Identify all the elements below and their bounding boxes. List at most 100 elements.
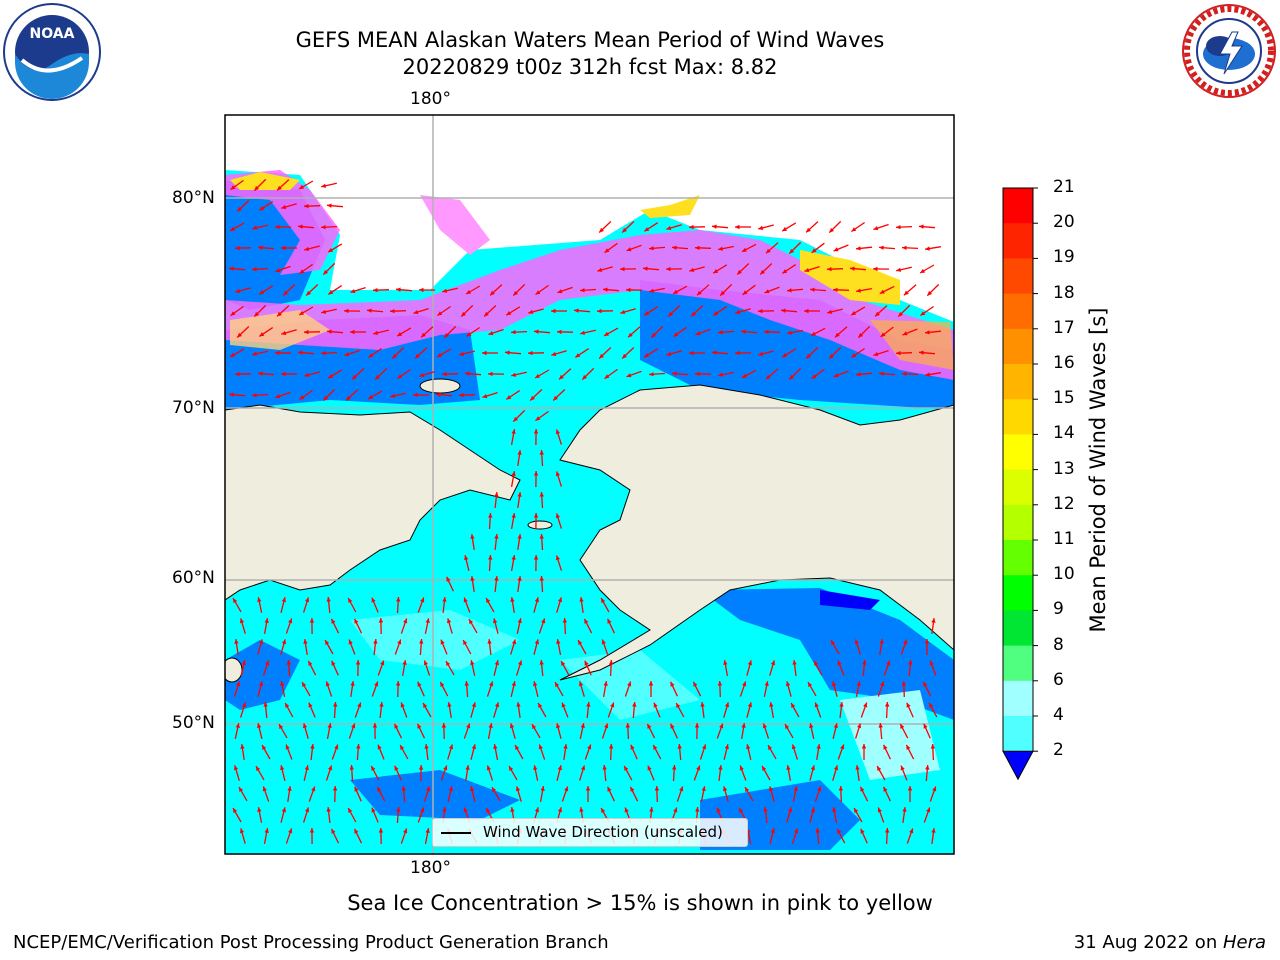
wind-arrow-head	[444, 332, 449, 338]
wind-arrow-head	[299, 310, 304, 315]
wind-arrow-head	[304, 372, 310, 377]
wind-arrow-head	[236, 681, 241, 687]
wind-arrow-head	[763, 807, 768, 812]
wind-arrow-head	[919, 224, 924, 229]
wind-arrow-head	[533, 429, 539, 434]
colorbar-band	[1003, 680, 1033, 717]
wind-arrow-head	[833, 723, 838, 729]
wind-arrow-head	[925, 765, 930, 770]
wind-arrow-head	[609, 744, 614, 749]
wind-arrow-head	[538, 744, 543, 750]
wind-arrow-head	[240, 744, 245, 749]
wind-arrow-head	[539, 660, 544, 665]
wind-arrow-head	[264, 618, 269, 623]
legend-label: Wind Wave Direction (unscaled)	[483, 823, 723, 841]
wind-arrow-head	[555, 429, 560, 435]
wind-arrow-head	[331, 828, 336, 834]
wind-arrow-head	[932, 786, 937, 792]
wind-arrow-head	[494, 492, 499, 497]
wind-arrow-head	[920, 311, 926, 316]
wind-arrow-head	[627, 681, 632, 687]
wind-arrow-head	[924, 639, 930, 644]
wind-arrow-head	[745, 787, 750, 793]
wind-arrow-head	[258, 371, 263, 376]
wind-arrow-head	[557, 289, 563, 294]
wind-arrow-head	[513, 416, 518, 422]
wind-arrow-head	[785, 724, 790, 729]
lat-label-70: 70°N	[172, 398, 215, 418]
wind-arrow-head	[809, 723, 814, 729]
wind-arrow-head	[718, 330, 723, 335]
wind-arrow-head	[712, 224, 717, 229]
wind-arrow-head	[488, 513, 493, 518]
wind-arrow-head	[672, 765, 677, 770]
wind-arrow-head	[367, 308, 372, 313]
wind-arrow-head	[344, 352, 350, 357]
chart-subtitle: 20220829 t00z 312h fcst Max: 8.82	[402, 55, 778, 79]
wind-arrow-head	[235, 723, 240, 729]
wind-arrow-head	[620, 266, 625, 272]
wind-arrow-head	[580, 330, 585, 335]
wind-arrow-head	[929, 660, 934, 666]
wind-arrow-head	[898, 311, 903, 317]
wind-arrow-head	[511, 513, 516, 518]
wind-arrow-head	[395, 681, 401, 686]
wind-arrow-head	[857, 723, 862, 729]
wind-arrow-head	[309, 828, 315, 833]
wind-arrow-head	[873, 226, 879, 231]
colorbar-band	[1003, 469, 1033, 506]
wind-arrow-head	[630, 786, 635, 792]
footer-date: 31 Aug 2022 on	[1073, 932, 1223, 953]
wind-arrow-head	[234, 639, 239, 644]
wind-arrow-head	[856, 372, 861, 377]
colorbar-label: Mean Period of Wind Waves [s]	[1086, 307, 1110, 633]
wind-arrow-head	[604, 374, 610, 379]
wind-arrow-head	[254, 311, 259, 317]
wind-arrow-head	[534, 329, 539, 334]
wind-arrow-head	[789, 374, 794, 380]
wind-arrow-head	[902, 245, 907, 250]
wind-arrow-head	[649, 288, 654, 293]
wind-arrow-head	[413, 392, 418, 398]
wind-arrow-head	[628, 332, 633, 338]
wind-arrow-head	[469, 619, 474, 625]
wind-arrow-head	[810, 765, 815, 771]
wind-arrow-head	[555, 682, 560, 688]
colorbar-tick-label: 13	[1053, 458, 1075, 479]
wind-arrow-head	[586, 702, 591, 707]
wind-arrow-head	[288, 828, 293, 834]
wind-arrow-head	[281, 371, 286, 377]
wind-arrow-head	[392, 353, 397, 359]
bottom-lon-label: 180°	[410, 858, 451, 878]
wind-arrow-head	[609, 660, 614, 665]
wind-arrow-head	[263, 702, 268, 707]
wind-arrow-head	[770, 828, 775, 834]
wind-arrow-head	[559, 374, 564, 380]
wind-arrow-head	[602, 765, 607, 770]
wind-arrow-head	[533, 471, 539, 476]
wind-arrow-head	[344, 308, 349, 314]
wind-arrow-head	[252, 351, 257, 356]
wind-arrow-head	[693, 681, 698, 687]
colorbar-band	[1003, 575, 1033, 611]
wind-arrow-head	[258, 681, 263, 687]
wind-arrow-head	[850, 266, 855, 271]
wind-arrow-head	[482, 350, 487, 356]
wind-arrow-head	[275, 224, 280, 230]
wind-arrow-head	[397, 331, 403, 337]
wind-arrow-head	[350, 329, 355, 335]
wind-arrow-head	[747, 702, 752, 708]
colorbar-tick-label: 2	[1053, 740, 1064, 761]
wind-arrow-head	[689, 350, 694, 356]
wind-arrow-head	[804, 308, 809, 314]
wind-arrow-head	[599, 227, 604, 233]
wind-arrow-head	[262, 745, 267, 750]
wind-arrow-head	[769, 786, 774, 792]
wind-arrow-head	[695, 371, 700, 377]
wind-arrow-head	[739, 808, 744, 813]
wind-arrow-head	[758, 351, 764, 356]
wind-arrow-head	[377, 744, 382, 750]
colorbar-band	[1003, 716, 1033, 752]
wind-arrow-head	[578, 640, 583, 645]
